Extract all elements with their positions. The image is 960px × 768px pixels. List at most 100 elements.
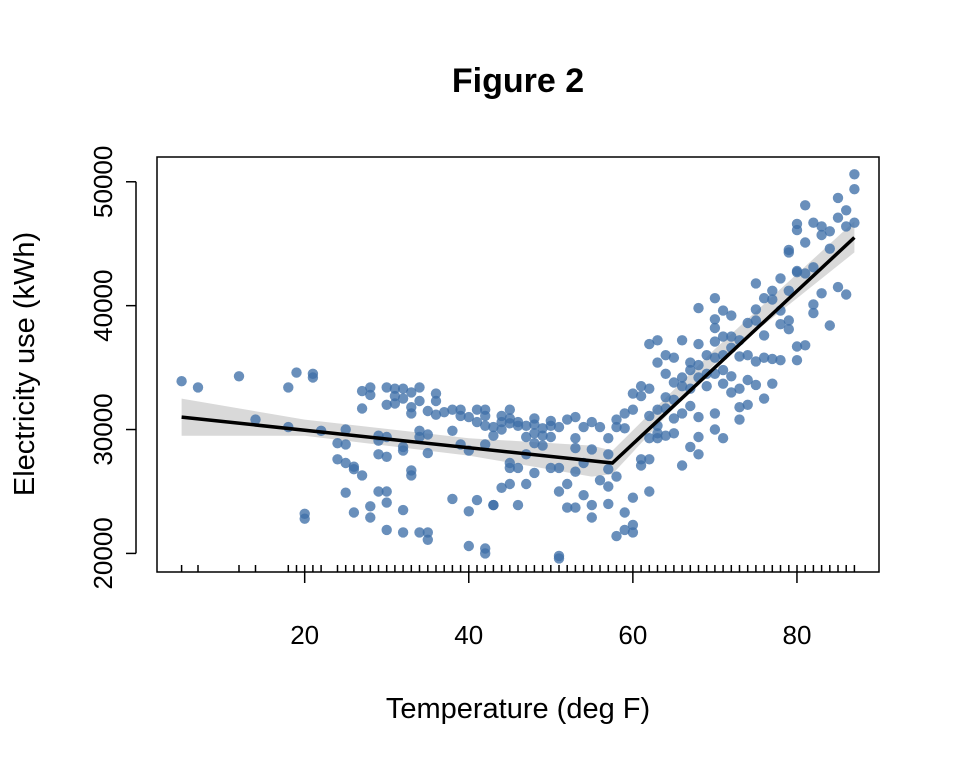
data-point <box>176 376 187 387</box>
data-point <box>635 381 647 392</box>
data-point <box>455 410 466 422</box>
data-point <box>750 278 762 289</box>
data-point <box>849 184 860 195</box>
data-point <box>340 487 351 498</box>
data-point <box>816 229 827 241</box>
data-point <box>808 217 819 228</box>
data-point <box>603 464 614 475</box>
data-point <box>619 408 630 419</box>
data-point <box>800 237 811 248</box>
data-point <box>775 273 786 284</box>
data-point <box>611 530 622 542</box>
data-point <box>389 398 401 409</box>
data-point <box>644 338 655 350</box>
data-point <box>734 351 745 362</box>
data-point <box>545 462 556 474</box>
data-point <box>496 482 507 493</box>
data-point <box>709 336 721 347</box>
data-point <box>783 324 794 335</box>
data-point <box>709 408 721 419</box>
data-point <box>685 400 696 412</box>
data-point <box>676 372 688 383</box>
data-point <box>652 404 663 415</box>
data-point <box>422 534 433 545</box>
data-point <box>644 486 655 497</box>
data-point <box>800 268 811 279</box>
data-point <box>750 356 762 367</box>
y-axis-label: Electricity use (kWh) <box>9 232 41 496</box>
data-point <box>750 379 762 391</box>
data-point <box>340 457 351 469</box>
data-point <box>545 431 556 443</box>
data-point <box>693 449 704 460</box>
data-point <box>676 335 688 346</box>
data-point <box>742 317 753 329</box>
data-point <box>430 395 442 407</box>
data-point <box>348 507 360 518</box>
data-point <box>652 357 663 368</box>
data-point <box>685 441 696 453</box>
data-point <box>488 421 499 433</box>
data-point <box>586 499 597 511</box>
data-point <box>480 420 491 431</box>
fit-line-layer <box>181 236 856 465</box>
x-tick-label: 20 <box>290 620 319 650</box>
data-point <box>471 494 483 506</box>
data-point <box>603 498 614 510</box>
data-point <box>676 381 688 392</box>
data-point <box>709 352 721 363</box>
data-point <box>529 438 540 449</box>
data-point <box>488 499 499 511</box>
data-point <box>504 478 515 490</box>
data-point <box>726 387 737 398</box>
data-point <box>750 315 762 326</box>
data-point <box>726 310 737 321</box>
data-point <box>332 454 343 465</box>
data-point <box>644 410 655 422</box>
data-point <box>783 247 794 258</box>
data-point <box>340 424 351 435</box>
data-point <box>767 378 778 389</box>
data-point <box>192 382 204 393</box>
data-point <box>758 352 770 363</box>
data-point <box>849 169 860 180</box>
data-point <box>717 305 729 316</box>
data-point <box>742 374 753 386</box>
rug-layer <box>180 565 856 572</box>
data-point <box>570 466 581 477</box>
data-point <box>660 430 671 441</box>
data-point <box>422 447 433 459</box>
data-point <box>307 372 319 383</box>
data-point <box>529 428 540 439</box>
data-point <box>627 404 639 415</box>
data-point <box>365 389 376 401</box>
data-point <box>619 524 630 536</box>
data-point <box>717 331 729 342</box>
data-point <box>717 378 729 389</box>
data-point <box>299 513 310 524</box>
data-point <box>397 504 409 516</box>
data-point <box>685 364 696 376</box>
data-point <box>381 451 392 462</box>
data-point <box>570 502 581 513</box>
confidence-band <box>181 221 855 477</box>
data-point <box>611 414 622 425</box>
data-point <box>726 371 737 382</box>
data-point <box>808 262 819 273</box>
data-point <box>512 420 524 431</box>
data-point <box>693 411 704 423</box>
data-point <box>430 388 442 399</box>
data-point <box>824 226 835 237</box>
data-point <box>553 486 565 497</box>
data-point <box>283 382 294 393</box>
data-point <box>381 486 392 497</box>
data-point <box>570 433 581 444</box>
data-point <box>397 445 409 456</box>
data-point <box>521 431 532 443</box>
data-point <box>611 421 622 433</box>
data-point <box>603 481 614 492</box>
data-point <box>512 462 524 474</box>
data-point <box>668 428 680 439</box>
data-point <box>717 364 729 376</box>
